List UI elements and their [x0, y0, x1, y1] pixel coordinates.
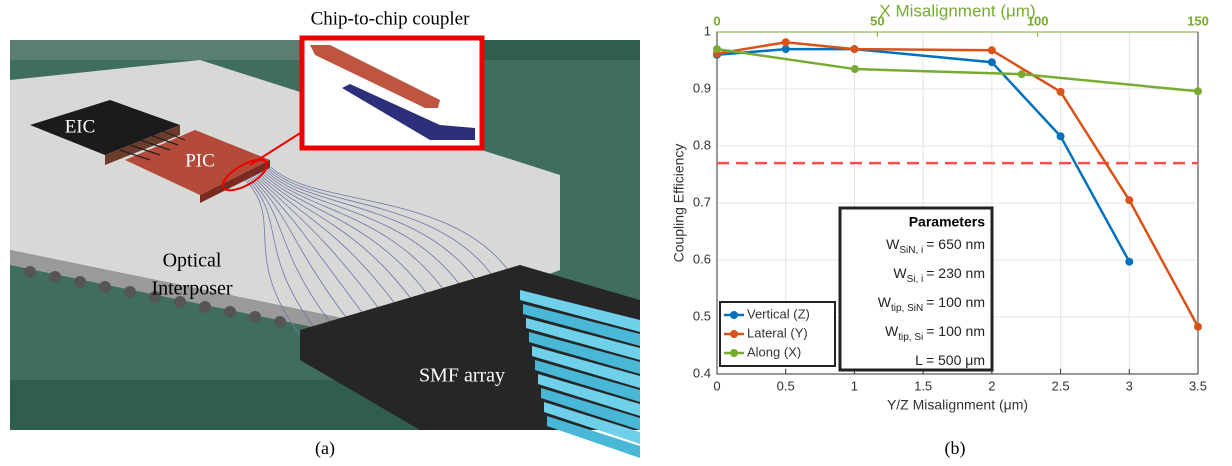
data-point — [1057, 132, 1065, 140]
parameter-subscript: tip, SiN — [891, 303, 923, 314]
parameter-subscript: tip, Si — [898, 332, 923, 343]
x-tick-label: 3.5 — [1189, 378, 1207, 393]
legend-marker — [730, 330, 738, 338]
data-point — [1194, 87, 1202, 95]
parameter-symbol: W — [893, 265, 907, 281]
parameters-box — [840, 208, 992, 370]
y-tick-label: 0.7 — [693, 194, 711, 209]
legend-label: Along (X) — [747, 344, 801, 359]
illustration: Chip-to-chip coupler EIC PIC Optical Int… — [10, 8, 640, 458]
parameters-title: Parameters — [909, 214, 985, 230]
y-tick-label: 0.4 — [693, 365, 711, 380]
parameter-value: = 100 nm — [926, 323, 985, 339]
pic-label: PIC — [185, 150, 215, 171]
parameter-symbol: L — [915, 352, 923, 368]
data-point — [851, 65, 859, 73]
x-tick-label: 3 — [1126, 378, 1133, 393]
interposer-label: Interposer — [151, 278, 232, 300]
parameter-symbol: W — [885, 323, 899, 339]
x-tick-label: 1 — [851, 378, 858, 393]
background-band — [10, 40, 300, 60]
panel-caption: (a) — [315, 438, 335, 459]
x2-tick-label: 150 — [1187, 13, 1209, 28]
parameter-subscript: Si, i — [907, 274, 924, 285]
smf-label: SMF array — [419, 365, 505, 387]
legend-label: Lateral (Y) — [747, 325, 808, 340]
x-tick-label: 2 — [988, 378, 995, 393]
legend-marker — [730, 349, 738, 357]
x-tick-label: 0 — [713, 378, 720, 393]
parameter: L= 500 μm — [915, 352, 985, 368]
parameter-value: = 230 nm — [926, 265, 985, 281]
parameter-symbol: W — [886, 236, 900, 252]
y-tick-label: 0.9 — [693, 80, 711, 95]
y-tick-label: 0.5 — [693, 308, 711, 323]
legend-label: Vertical (Z) — [747, 306, 810, 321]
parameter-subscript: SiN, i — [899, 245, 923, 256]
parameter-value: = 100 nm — [926, 294, 985, 310]
y-tick-label: 1 — [704, 23, 711, 38]
eic-label: EIC — [65, 116, 96, 137]
x-tick-label: 0.5 — [777, 378, 795, 393]
interposer-label: Optical — [163, 250, 222, 272]
data-point — [988, 46, 996, 54]
data-point — [988, 58, 996, 66]
data-point — [713, 45, 721, 53]
x2-axis-label: X Misalignment (μm) — [879, 1, 1035, 20]
y-tick-label: 0.6 — [693, 251, 711, 266]
y-axis-label: Coupling Efficiency — [671, 144, 687, 263]
parameter-value: = 650 nm — [926, 236, 985, 252]
x2-tick-label: 0 — [713, 13, 720, 28]
data-point — [782, 45, 790, 53]
data-point — [782, 38, 790, 46]
parameter-symbol: W — [878, 294, 892, 310]
legend-marker — [730, 311, 738, 319]
x-axis-label: Y/Z Misalignment (μm) — [887, 397, 1028, 413]
data-point — [1057, 88, 1065, 96]
parameter-value: = 500 μm — [926, 352, 985, 368]
x-tick-label: 2.5 — [1052, 378, 1070, 393]
data-point — [1125, 196, 1133, 204]
inset-label: Chip-to-chip coupler — [311, 8, 470, 29]
panel-caption: (b) — [945, 438, 966, 459]
figure: Chip-to-chip coupler EIC PIC Optical Int… — [0, 0, 1232, 466]
data-point — [1125, 258, 1133, 266]
data-point — [850, 45, 858, 53]
data-point — [1194, 323, 1202, 331]
y-tick-label: 0.8 — [693, 137, 711, 152]
data-point — [1018, 70, 1026, 78]
x-tick-label: 1.5 — [914, 378, 932, 393]
